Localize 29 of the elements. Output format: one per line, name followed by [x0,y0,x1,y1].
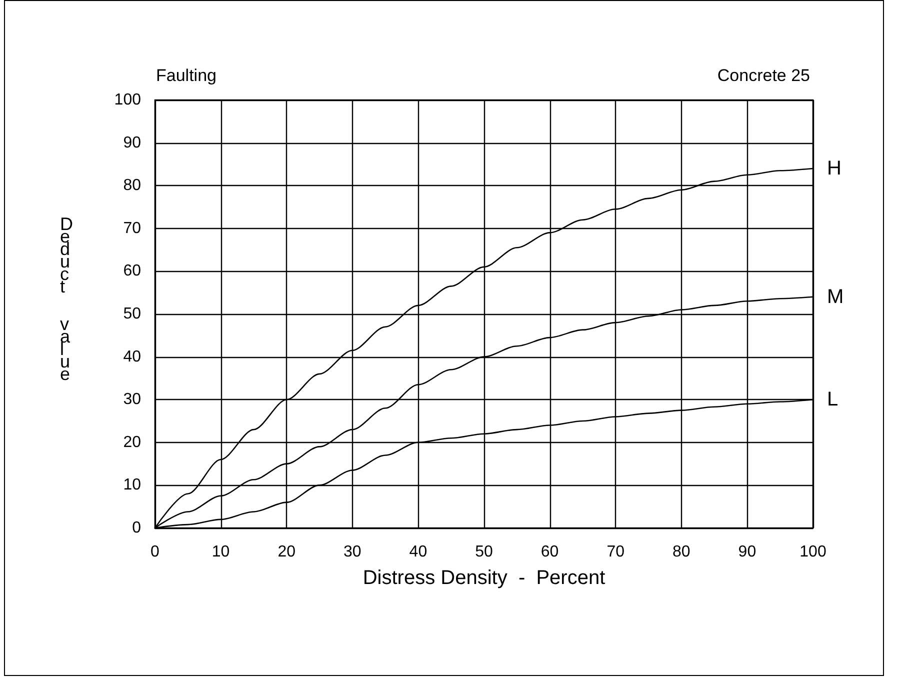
x-tick-label: 70 [606,544,625,560]
y-tick-label: 40 [123,348,142,366]
text: Concrete 25 [717,66,810,85]
x-tick-label: 20 [278,544,296,560]
x-tick-label: 80 [672,544,690,560]
y-tick-label: 30 [123,391,142,408]
series-label: M [827,286,844,308]
y-tick-label: 90 [123,134,142,152]
x-tick-label: 100 [800,544,826,560]
y-tick-label: 100 [114,92,142,108]
y-tick-label: 50 [123,306,142,322]
chart-title: Faulting [156,66,216,85]
y-tick-label: 70 [123,220,142,237]
x-tick-label: 30 [344,544,362,560]
y-tick-label: 10 [123,476,142,494]
x-axis-title: Distress Density - Percent [362,567,606,589]
x-tick-label: 90 [738,544,756,560]
x-tick-label: 50 [475,544,493,560]
y-tick-label: 60 [123,262,142,280]
series-label: H [827,157,842,180]
y-tick-label: 0 [132,520,142,536]
y-tick-label: 20 [123,434,142,451]
x-tick-label: 40 [409,544,428,560]
y-tick-label: 80 [123,177,142,194]
x-tick-label: 10 [212,544,230,560]
x-tick-label: 60 [540,544,559,560]
x-tick-label: 0 [150,544,160,560]
series-label: L [827,388,838,411]
text: Deduct value [60,214,73,384]
